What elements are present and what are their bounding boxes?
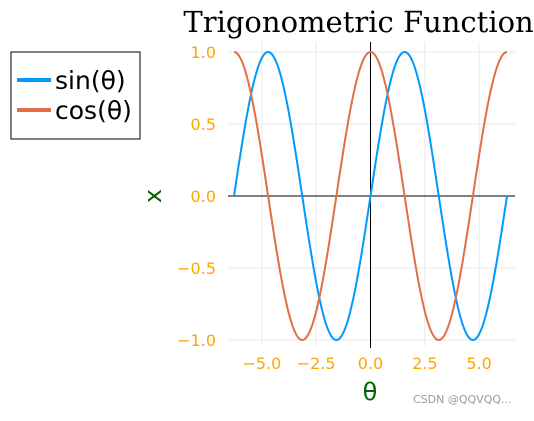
y-tick-label: 0.0 — [191, 187, 216, 206]
y-tick-label: 0.5 — [191, 115, 216, 134]
legend-label-sin: sin(θ) — [55, 66, 126, 95]
y-tick-label: −0.5 — [177, 259, 216, 278]
y-tick-label: −1.0 — [177, 331, 216, 350]
watermark: CSDN @QQVQQ... — [413, 393, 512, 406]
x-tick-label: 5.0 — [466, 354, 491, 373]
y-axis-label: x — [139, 189, 167, 203]
series-line-sin — [233, 50, 508, 342]
legend: sin(θ) cos(θ) — [10, 51, 141, 140]
x-tick-label: −5.0 — [242, 354, 281, 373]
x-axis-label: θ — [363, 378, 378, 406]
chart-title: Trigonometric Functions — [183, 5, 534, 39]
y-tick-label: 1.0 — [191, 43, 216, 62]
x-tick-label: 0.0 — [358, 354, 383, 373]
x-tick-label: 2.5 — [412, 354, 437, 373]
tick-labels: −5.0 −2.5 0.0 2.5 5.0 1.0 0.5 0.0 −0.5 −1.0 — [177, 43, 492, 373]
series-line-cos — [233, 50, 508, 342]
legend-box — [10, 51, 141, 140]
legend-label-cos: cos(θ) — [55, 96, 132, 125]
x-tick-label: −2.5 — [297, 354, 336, 373]
series-lines — [233, 50, 508, 342]
